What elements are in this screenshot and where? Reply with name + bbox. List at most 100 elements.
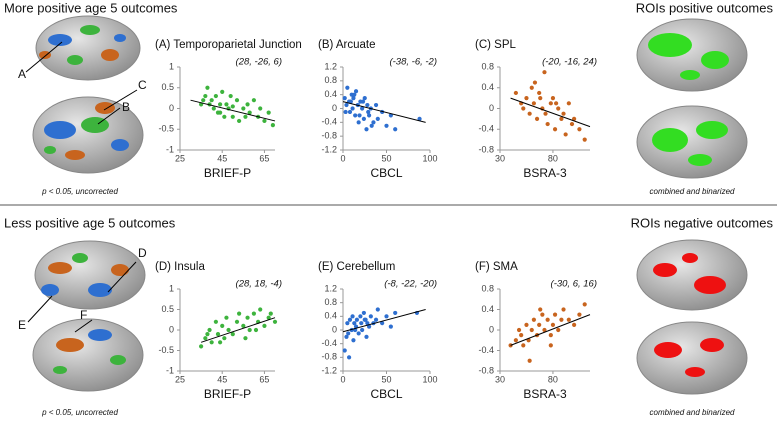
point <box>215 332 221 337</box>
trend-line <box>342 101 426 123</box>
point <box>375 116 380 121</box>
point <box>531 317 536 322</box>
x-tick-label: 80 <box>548 153 558 163</box>
brain-image <box>35 15 141 81</box>
point <box>258 307 263 312</box>
point <box>537 90 542 96</box>
x-tick-label: 65 <box>259 374 269 384</box>
point <box>545 121 550 127</box>
point <box>209 340 214 345</box>
point <box>521 343 526 348</box>
point <box>516 327 522 333</box>
coordinates: (28, -26, 6) <box>236 57 282 68</box>
trend-line <box>342 309 426 333</box>
y-tick-label: -0.8 <box>478 144 494 154</box>
point <box>353 89 359 94</box>
point <box>226 327 231 333</box>
y-tick-label: -0.8 <box>321 131 337 141</box>
point <box>344 334 349 339</box>
roi-brain <box>636 18 748 92</box>
y-tick-label: 0.5 <box>161 82 174 92</box>
y-tick-label: 1 <box>169 61 174 71</box>
point <box>258 106 263 111</box>
point <box>548 333 553 338</box>
point <box>203 93 208 99</box>
point <box>550 322 556 327</box>
point <box>366 109 371 115</box>
point <box>373 102 379 108</box>
point <box>367 324 372 329</box>
point <box>548 343 553 348</box>
point <box>360 99 366 104</box>
point <box>542 327 547 333</box>
point <box>554 101 559 106</box>
point <box>357 113 362 118</box>
brain-label: D <box>138 246 147 260</box>
trend-line <box>190 99 276 122</box>
y-tick-label: -0.8 <box>478 365 494 375</box>
point <box>566 101 571 106</box>
x-axis-title: BRIEF-P <box>204 387 251 401</box>
point <box>563 132 568 137</box>
chart-title: (B) Arcuate <box>318 39 376 51</box>
point <box>566 317 571 322</box>
point <box>347 317 353 322</box>
point <box>251 98 256 103</box>
point <box>207 327 212 333</box>
x-axis-title: CBCL <box>370 387 402 401</box>
point <box>384 123 389 128</box>
point <box>369 123 374 128</box>
point <box>521 106 526 111</box>
point <box>361 116 366 121</box>
point <box>345 321 350 326</box>
chart-title: (D) Insula <box>155 261 205 273</box>
brain-label: B <box>122 100 130 114</box>
point <box>218 110 223 115</box>
point <box>346 331 351 336</box>
point <box>222 336 227 341</box>
pointer-line <box>27 295 53 323</box>
pointer-line <box>74 319 93 333</box>
point <box>531 101 536 106</box>
point <box>268 311 273 316</box>
point <box>245 315 250 320</box>
point <box>353 113 358 118</box>
point <box>234 319 240 324</box>
trend-line <box>200 317 276 343</box>
point <box>552 312 558 317</box>
point <box>384 314 389 319</box>
y-tick-label: 0 <box>489 324 494 334</box>
point <box>237 311 242 316</box>
x-tick-label: 50 <box>381 374 391 384</box>
y-tick-label: 0.5 <box>161 304 174 314</box>
y-tick-label: 0.4 <box>481 304 494 314</box>
point <box>371 120 376 125</box>
point <box>247 327 252 333</box>
point <box>363 317 368 322</box>
point <box>213 93 218 99</box>
point <box>213 319 218 324</box>
point <box>201 98 206 103</box>
point <box>342 96 347 101</box>
x-tick-label: 45 <box>217 153 227 163</box>
trend-line <box>510 97 591 128</box>
coordinates: (28, 18, -4) <box>236 279 282 290</box>
point <box>230 332 235 337</box>
section-title: More positive age 5 outcomes <box>4 0 178 15</box>
point <box>241 323 246 328</box>
x-tick-label: 50 <box>381 153 391 163</box>
point <box>538 96 543 101</box>
point <box>346 355 352 360</box>
chart-title: (C) SPL <box>475 39 517 51</box>
point <box>529 327 534 333</box>
point <box>205 85 210 90</box>
chart-title: (E) Cerebellum <box>318 261 395 273</box>
x-axis-title: BSRA-3 <box>523 166 567 180</box>
point <box>572 116 577 121</box>
point <box>358 314 363 319</box>
y-tick-label: 0 <box>169 324 174 334</box>
roi-brain <box>636 105 748 179</box>
point <box>247 110 252 115</box>
brain-label: E <box>18 318 26 332</box>
point <box>367 113 372 118</box>
